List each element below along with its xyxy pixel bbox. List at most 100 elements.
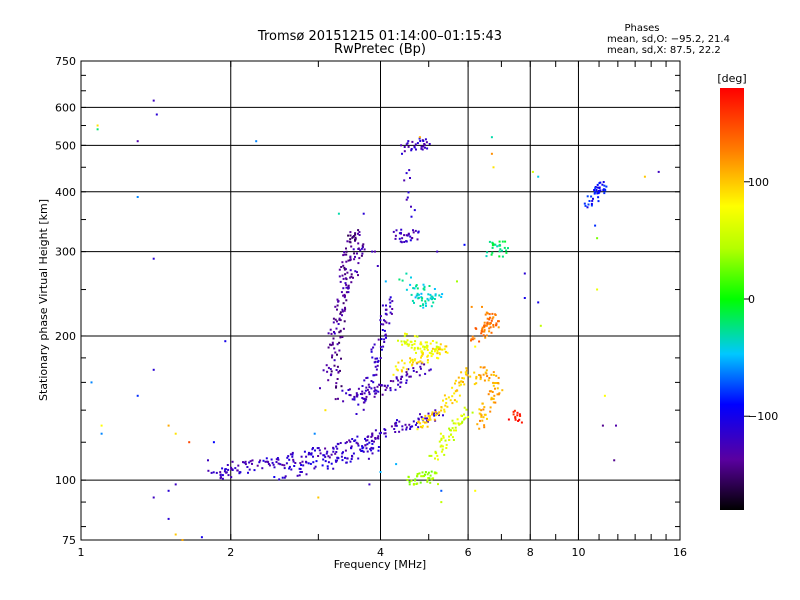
data-point bbox=[271, 461, 274, 464]
data-point bbox=[409, 177, 411, 179]
data-point bbox=[484, 313, 487, 316]
data-point bbox=[495, 374, 498, 377]
data-point bbox=[438, 411, 441, 414]
data-point bbox=[200, 536, 203, 539]
data-point bbox=[411, 425, 414, 428]
data-point bbox=[379, 384, 382, 386]
data-point bbox=[485, 334, 488, 337]
data-point bbox=[418, 374, 421, 377]
data-point bbox=[412, 369, 415, 372]
data-point bbox=[346, 240, 349, 243]
data-point bbox=[429, 342, 432, 345]
data-point bbox=[439, 348, 442, 351]
data-point bbox=[383, 428, 386, 431]
data-point bbox=[428, 285, 431, 287]
data-point bbox=[335, 327, 338, 330]
data-point bbox=[332, 317, 335, 320]
data-point bbox=[256, 464, 259, 467]
data-point bbox=[443, 410, 446, 413]
data-point bbox=[405, 368, 408, 371]
data-point bbox=[397, 383, 400, 386]
data-point bbox=[413, 348, 416, 351]
chart-subtitle: RwPretec (Bp) bbox=[334, 42, 426, 57]
data-point bbox=[358, 234, 361, 236]
data-point bbox=[405, 288, 408, 291]
data-point bbox=[413, 359, 416, 362]
data-point bbox=[516, 414, 519, 417]
data-point bbox=[341, 314, 343, 317]
data-point bbox=[322, 454, 325, 457]
data-point bbox=[267, 463, 270, 465]
data-point bbox=[224, 340, 227, 343]
data-point bbox=[407, 140, 410, 143]
data-point bbox=[489, 406, 492, 409]
data-point bbox=[351, 236, 354, 239]
data-point bbox=[329, 328, 332, 331]
data-point bbox=[345, 461, 348, 464]
data-point bbox=[350, 445, 353, 448]
data-point bbox=[350, 458, 353, 460]
data-point bbox=[299, 468, 302, 470]
data-point bbox=[601, 424, 604, 427]
data-point bbox=[413, 347, 416, 350]
data-point bbox=[438, 352, 441, 354]
data-point bbox=[501, 389, 504, 392]
data-point bbox=[421, 148, 424, 151]
data-point bbox=[424, 300, 427, 303]
data-point bbox=[251, 462, 253, 465]
data-point bbox=[497, 382, 499, 384]
data-point bbox=[442, 414, 444, 417]
data-point bbox=[349, 238, 352, 241]
data-point bbox=[338, 318, 341, 321]
data-point bbox=[355, 413, 358, 415]
data-point bbox=[366, 450, 369, 453]
data-point bbox=[361, 252, 364, 255]
data-point bbox=[336, 447, 339, 450]
data-point bbox=[349, 234, 352, 237]
data-point bbox=[441, 445, 444, 448]
data-point bbox=[310, 452, 313, 455]
data-point bbox=[406, 479, 409, 481]
data-point bbox=[273, 476, 276, 478]
data-point bbox=[480, 415, 483, 418]
data-point bbox=[362, 243, 365, 246]
data-point bbox=[284, 475, 287, 478]
data-point bbox=[476, 423, 479, 426]
data-point bbox=[336, 308, 338, 311]
data-point bbox=[433, 414, 436, 417]
data-point bbox=[223, 470, 226, 473]
data-point bbox=[388, 298, 391, 301]
data-point bbox=[404, 423, 407, 426]
data-point bbox=[352, 276, 354, 279]
data-point bbox=[380, 384, 383, 387]
data-point bbox=[401, 343, 404, 346]
data-point bbox=[376, 357, 379, 360]
data-point bbox=[405, 371, 408, 374]
colorbar-tick-label: 100 bbox=[748, 176, 769, 189]
data-point bbox=[155, 113, 158, 116]
data-point bbox=[434, 348, 436, 351]
data-point bbox=[388, 322, 391, 325]
data-point bbox=[481, 326, 484, 329]
data-point bbox=[603, 394, 606, 397]
data-point bbox=[478, 412, 481, 415]
data-point bbox=[324, 409, 327, 412]
data-point bbox=[405, 341, 408, 344]
data-point bbox=[657, 170, 660, 173]
data-point bbox=[395, 377, 398, 380]
data-point bbox=[335, 382, 338, 385]
data-point bbox=[404, 332, 406, 335]
data-point bbox=[379, 345, 382, 348]
data-point bbox=[358, 257, 361, 260]
data-point bbox=[152, 99, 155, 102]
data-point bbox=[482, 373, 485, 376]
data-point bbox=[602, 189, 605, 192]
data-point bbox=[384, 320, 387, 323]
data-point bbox=[292, 458, 295, 461]
data-point bbox=[326, 450, 329, 453]
data-point bbox=[413, 146, 416, 149]
data-point bbox=[362, 212, 365, 215]
data-point bbox=[152, 496, 155, 499]
data-point bbox=[409, 235, 412, 238]
data-point bbox=[221, 477, 224, 480]
